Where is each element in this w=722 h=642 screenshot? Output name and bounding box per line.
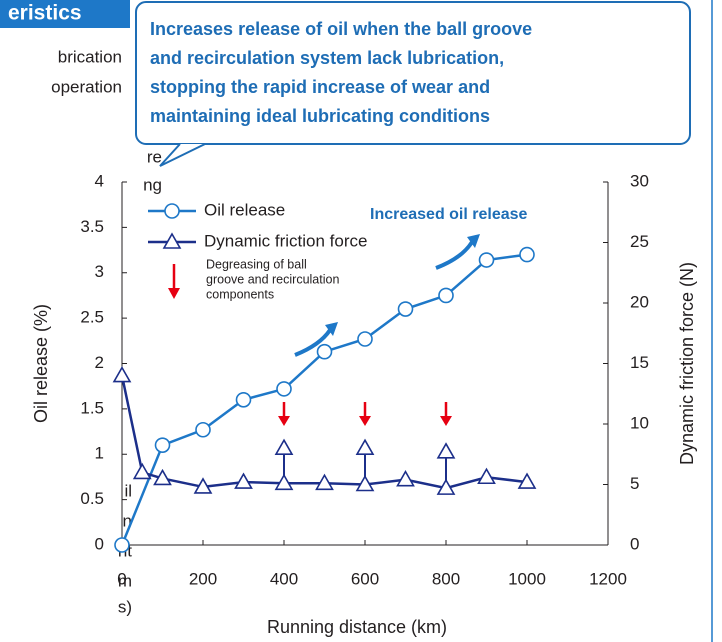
series-marker bbox=[154, 437, 171, 453]
x-tick-label: 1000 bbox=[508, 569, 546, 588]
y2-tick-label: 25 bbox=[630, 232, 649, 251]
side-text: il bbox=[124, 481, 132, 500]
side-text: re bbox=[147, 147, 162, 166]
series-marker bbox=[195, 421, 211, 438]
series-marker bbox=[397, 301, 414, 317]
trend-arrow-head bbox=[325, 322, 338, 336]
y2-tick-label: 30 bbox=[630, 171, 649, 190]
y-tick-label: 3.5 bbox=[80, 217, 104, 236]
y2-tick-label: 15 bbox=[630, 353, 649, 372]
y-tick-label: 0.5 bbox=[80, 489, 104, 508]
trend-arrow bbox=[294, 328, 332, 357]
degreasing-note: components bbox=[206, 287, 274, 301]
side-text: ng bbox=[143, 175, 162, 194]
annotation: Increased oil release bbox=[370, 206, 528, 223]
x-tick-label: 800 bbox=[432, 569, 460, 588]
series-marker bbox=[274, 473, 294, 491]
y2-axis-title: Dynamic friction force (N) bbox=[677, 262, 697, 465]
callout-text: maintaining ideal lubricating conditions bbox=[150, 106, 490, 126]
x-tick-label: 400 bbox=[270, 569, 298, 588]
y-tick-label: 3 bbox=[95, 262, 104, 281]
x-tick-label: 600 bbox=[351, 569, 379, 588]
series-marker bbox=[315, 473, 334, 491]
degrease-arrow-head bbox=[359, 416, 371, 426]
series-marker bbox=[316, 343, 333, 360]
series-marker bbox=[478, 252, 495, 268]
degrease-arrow-head bbox=[278, 416, 290, 426]
series-marker bbox=[436, 478, 456, 495]
legend-marker bbox=[164, 203, 180, 219]
trend-arrow-head bbox=[467, 234, 480, 248]
series-marker bbox=[355, 474, 375, 492]
series-marker bbox=[438, 287, 454, 304]
callout-text: stopping the rapid increase of wear and bbox=[150, 77, 490, 97]
series-marker bbox=[234, 472, 253, 489]
peak-marker bbox=[436, 442, 456, 459]
series-line bbox=[120, 375, 528, 490]
side-text: s) bbox=[118, 597, 132, 616]
y2-tick-label: 10 bbox=[630, 413, 649, 432]
series-marker bbox=[477, 467, 496, 485]
y-tick-label: 0 bbox=[95, 534, 104, 553]
side-text: operation bbox=[51, 77, 122, 96]
legend-arrow-head bbox=[168, 288, 180, 299]
y-tick-label: 4 bbox=[95, 171, 104, 190]
y-axis-title: Oil release (%) bbox=[31, 304, 51, 423]
legend-label: Oil release bbox=[204, 200, 285, 219]
series-marker bbox=[235, 391, 252, 408]
heading-box bbox=[0, 0, 130, 28]
heading: eristics bbox=[8, 2, 82, 25]
x-tick-label: 0 bbox=[117, 569, 126, 588]
callout-tail bbox=[159, 143, 206, 167]
y-tick-label: 2.5 bbox=[80, 308, 104, 327]
degrease-arrow-head bbox=[440, 416, 452, 426]
series-marker bbox=[519, 246, 535, 263]
degreasing-note: Degreasing of ball bbox=[206, 257, 307, 271]
series-marker bbox=[153, 468, 172, 486]
peak-marker bbox=[355, 438, 375, 455]
series-marker bbox=[396, 470, 415, 487]
trend-arrow bbox=[435, 240, 474, 270]
series-marker bbox=[114, 537, 130, 553]
x-tick-label: 1200 bbox=[589, 569, 627, 588]
y2-tick-label: 5 bbox=[630, 474, 639, 493]
series-marker bbox=[276, 381, 292, 397]
series-line bbox=[120, 253, 528, 546]
x-axis-title: Running distance (km) bbox=[267, 617, 447, 637]
y-tick-label: 1 bbox=[95, 444, 104, 463]
y-tick-label: 2 bbox=[95, 353, 104, 372]
series-marker bbox=[112, 365, 132, 383]
y2-tick-label: 20 bbox=[630, 292, 649, 311]
series-marker bbox=[132, 462, 152, 480]
x-tick-label: 200 bbox=[189, 569, 217, 588]
legend-label: Dynamic friction force bbox=[204, 231, 367, 250]
side-text: m bbox=[118, 571, 132, 590]
y-tick-label: 1.5 bbox=[80, 398, 104, 417]
series-marker bbox=[517, 472, 537, 489]
degreasing-note: groove and recirculation bbox=[206, 272, 339, 286]
side-text: n bbox=[123, 511, 132, 530]
legend-marker bbox=[162, 232, 182, 249]
series-marker bbox=[193, 477, 213, 494]
peak-marker bbox=[274, 438, 294, 455]
callout-box bbox=[135, 1, 691, 145]
callout-text: and recirculation system lack lubricatio… bbox=[150, 48, 504, 68]
callout-text: Increases release of oil when the ball g… bbox=[150, 19, 532, 39]
y2-tick-label: 0 bbox=[630, 534, 639, 553]
side-text: brication bbox=[58, 47, 122, 66]
series-marker bbox=[357, 331, 373, 347]
